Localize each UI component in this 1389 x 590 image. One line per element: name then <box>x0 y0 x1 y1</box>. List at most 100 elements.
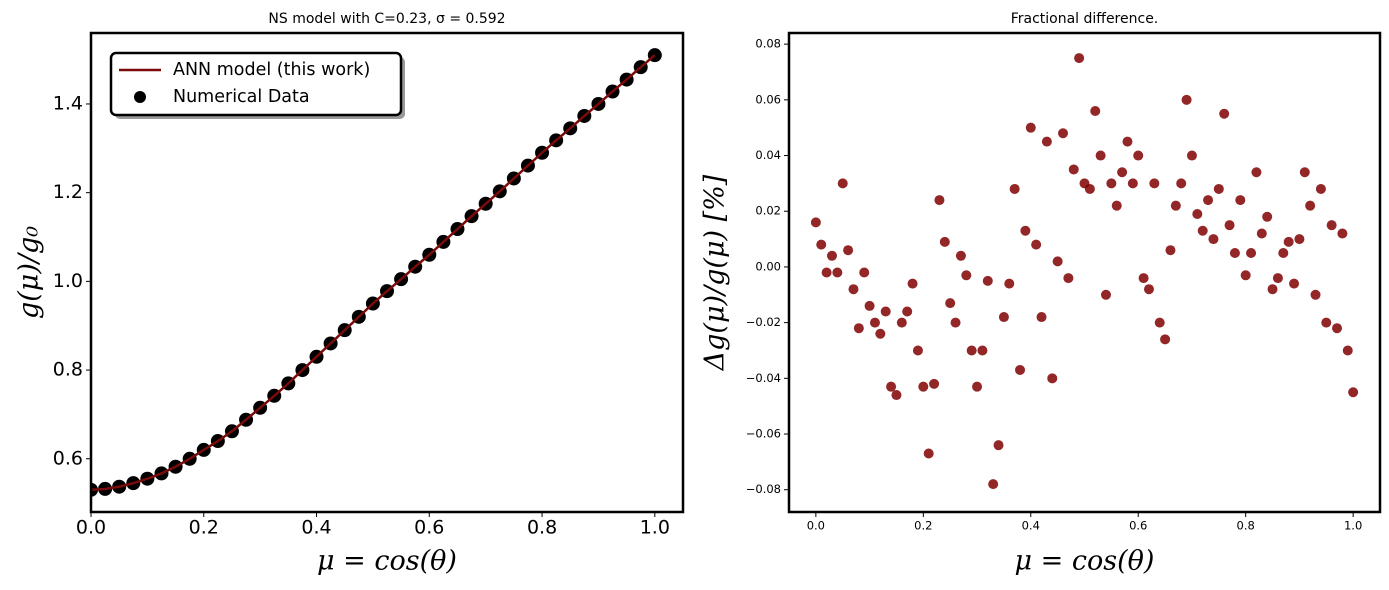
legend-label: Numerical Data <box>173 87 310 107</box>
point <box>1047 373 1058 384</box>
y-tick-label: 0.08 <box>755 37 781 51</box>
point <box>1025 122 1036 133</box>
point <box>1165 245 1176 256</box>
point <box>1332 323 1343 334</box>
legend-label: ANN model (this work) <box>173 60 370 80</box>
point <box>1154 317 1165 328</box>
point <box>923 448 934 459</box>
point <box>945 298 956 309</box>
point <box>1068 164 1079 175</box>
x-tick-label: 0.6 <box>414 517 444 539</box>
point <box>1235 195 1246 206</box>
y-axis-label: g(μ)/g₀ <box>14 226 45 319</box>
point <box>1058 128 1069 139</box>
point <box>869 317 880 328</box>
x-tick-label: 0.8 <box>1237 519 1255 533</box>
y-tick-label: 1.0 <box>53 270 83 292</box>
point <box>880 306 891 317</box>
plot-area <box>810 53 1359 490</box>
y-tick-label: −0.08 <box>746 482 781 496</box>
point <box>993 440 1004 451</box>
point <box>886 381 897 392</box>
point <box>1020 225 1031 236</box>
point <box>998 312 1009 323</box>
point <box>1143 284 1154 295</box>
y-tick-label: 0.00 <box>755 259 781 273</box>
y-tick-label: 1.2 <box>53 181 83 203</box>
point <box>1015 364 1026 375</box>
point <box>864 300 875 311</box>
point <box>1278 248 1289 259</box>
axes-frame <box>787 31 1382 514</box>
point <box>1246 248 1257 259</box>
axes-frame <box>89 31 685 514</box>
point <box>907 278 918 289</box>
chart-title: NS model with C=0.23, σ = 0.592 <box>268 11 505 27</box>
point <box>1283 236 1294 247</box>
point <box>988 479 999 490</box>
point <box>955 250 966 261</box>
point <box>810 217 821 228</box>
chart-title: Fractional difference. <box>1011 11 1159 27</box>
point <box>966 345 977 356</box>
point <box>1160 334 1171 345</box>
point <box>1084 183 1095 194</box>
point <box>1106 178 1117 189</box>
point <box>902 306 913 317</box>
point <box>1229 248 1240 259</box>
point <box>1176 178 1187 189</box>
y-tick-label: −0.02 <box>746 315 781 329</box>
point <box>961 270 972 281</box>
point <box>1031 239 1042 250</box>
y-tick-label: 0.04 <box>755 148 781 162</box>
point <box>1074 53 1085 64</box>
y-tick-label: 0.02 <box>755 204 781 218</box>
x-tick-label: 1.0 <box>640 517 670 539</box>
point <box>1170 200 1181 211</box>
point <box>832 267 843 278</box>
point <box>1063 273 1074 284</box>
point <box>1315 183 1326 194</box>
point <box>1133 150 1144 161</box>
point <box>982 275 993 286</box>
x-tick-label: 0.2 <box>914 519 932 533</box>
point <box>875 328 886 339</box>
point <box>1337 228 1348 239</box>
point <box>1197 225 1208 236</box>
point <box>1289 278 1300 289</box>
point <box>1272 273 1283 284</box>
x-tick-label: 0.4 <box>301 517 331 539</box>
point <box>1186 150 1197 161</box>
point <box>837 178 848 189</box>
point <box>1299 167 1310 178</box>
point <box>1138 273 1149 284</box>
point <box>1004 278 1015 289</box>
plot-area <box>91 48 662 497</box>
point <box>1192 209 1203 220</box>
y-tick-label: −0.06 <box>746 427 781 441</box>
point <box>1122 136 1133 147</box>
x-tick-label: 0.0 <box>807 519 825 533</box>
point <box>1181 94 1192 105</box>
point <box>826 250 837 261</box>
x-tick-label: 1.0 <box>1344 519 1362 533</box>
y-tick-label: 0.8 <box>53 359 83 381</box>
point <box>1100 289 1111 300</box>
point <box>1208 234 1219 245</box>
point <box>1095 150 1106 161</box>
point <box>972 381 983 392</box>
point <box>843 245 854 256</box>
point <box>821 267 832 278</box>
point <box>939 236 950 247</box>
point <box>1321 317 1332 328</box>
point <box>1342 345 1353 356</box>
point <box>934 195 945 206</box>
point <box>1036 312 1047 323</box>
y-tick-label: −0.04 <box>746 371 781 385</box>
point <box>859 267 870 278</box>
point <box>848 284 859 295</box>
point <box>1203 195 1214 206</box>
point <box>853 323 864 334</box>
legend <box>109 51 403 117</box>
point <box>1224 220 1235 231</box>
